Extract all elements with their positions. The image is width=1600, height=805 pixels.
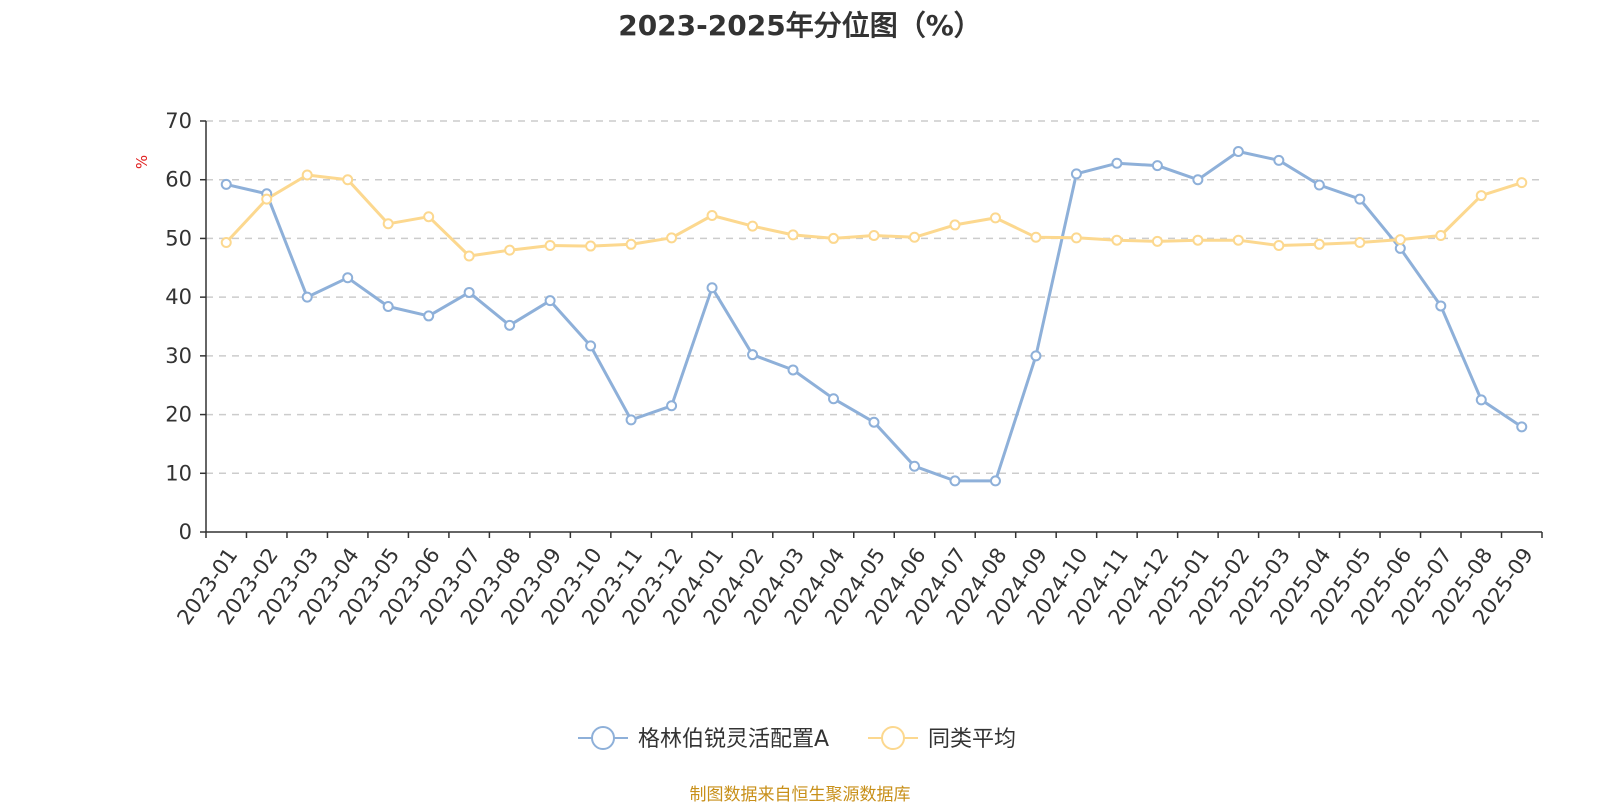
data-point-series-2	[625, 238, 637, 250]
data-point-series-2	[1192, 234, 1204, 246]
data-point-series-2	[1435, 229, 1447, 241]
data-point-series-1	[585, 340, 597, 352]
data-point-series-1	[1070, 168, 1082, 180]
data-point-series-1	[1394, 242, 1406, 254]
data-point-series-1	[1192, 174, 1204, 186]
data-point-series-2	[544, 239, 556, 251]
y-tick-label: 50	[165, 226, 192, 250]
data-point-series-1	[1313, 179, 1325, 191]
data-point-series-1	[1273, 154, 1285, 166]
data-point-series-2	[585, 240, 597, 252]
data-point-series-2	[342, 174, 354, 186]
data-point-series-1	[220, 178, 232, 190]
y-tick-label: 20	[165, 403, 192, 427]
y-tick-label: 30	[165, 344, 192, 368]
legend-swatch-marker	[591, 726, 615, 750]
y-tick-label: 0	[179, 520, 192, 544]
data-point-series-2	[301, 169, 313, 181]
data-point-series-1	[1030, 350, 1042, 362]
data-point-series-1	[625, 414, 637, 426]
data-point-series-2	[989, 212, 1001, 224]
data-point-series-1	[1354, 193, 1366, 205]
data-point-series-1	[828, 393, 840, 405]
data-point-series-2	[666, 232, 678, 244]
chart-title: 2023-2025年分位图（%）	[618, 9, 982, 42]
data-point-series-1	[342, 272, 354, 284]
data-point-series-2	[1273, 239, 1285, 251]
data-point-series-2	[1232, 234, 1244, 246]
data-source-note: 制图数据来自恒生聚源数据库	[689, 785, 911, 805]
legend: 格林伯锐灵活配置A 同类平均	[578, 726, 1016, 752]
data-point-series-1	[1516, 421, 1528, 433]
axes: 010203040506070%2023-012023-022023-03202…	[133, 109, 1543, 629]
data-point-series-1	[1435, 300, 1447, 312]
data-point-series-2	[949, 219, 961, 231]
legend-label: 同类平均	[928, 727, 1016, 752]
series-lines	[220, 146, 1528, 487]
data-point-series-2	[423, 211, 435, 223]
data-point-series-1	[1111, 157, 1123, 169]
data-point-series-2	[1516, 177, 1528, 189]
data-point-series-2	[787, 229, 799, 241]
legend-label: 格林伯锐灵活配置A	[638, 727, 829, 752]
data-point-series-2	[1070, 232, 1082, 244]
data-point-series-1	[949, 475, 961, 487]
data-point-series-1	[382, 301, 394, 313]
data-point-series-2	[463, 250, 475, 262]
data-point-series-2	[747, 220, 759, 232]
data-point-series-2	[1475, 190, 1487, 202]
data-point-series-2	[504, 244, 516, 256]
data-point-series-2	[382, 218, 394, 230]
data-point-series-1	[463, 286, 475, 298]
data-point-series-1	[706, 282, 718, 294]
data-point-series-2	[828, 232, 840, 244]
y-tick-label: 40	[165, 285, 192, 309]
y-tick-label: 70	[165, 109, 192, 133]
y-axis-label: %	[133, 155, 151, 169]
data-point-series-1	[787, 364, 799, 376]
series-line-1	[225, 150, 1523, 483]
data-point-series-1	[666, 400, 678, 412]
legend-swatch-marker	[881, 726, 905, 750]
data-point-series-1	[301, 291, 313, 303]
y-tick-label: 10	[165, 461, 192, 485]
data-point-series-2	[908, 231, 920, 243]
data-point-series-1	[423, 310, 435, 322]
y-tick-label: 60	[165, 168, 192, 192]
data-point-series-2	[868, 229, 880, 241]
data-point-series-2	[706, 210, 718, 222]
data-point-series-1	[1475, 394, 1487, 406]
data-point-series-2	[1313, 238, 1325, 250]
data-point-series-1	[544, 295, 556, 307]
data-point-series-2	[261, 193, 273, 205]
data-point-series-1	[1151, 160, 1163, 172]
data-point-series-1	[989, 475, 1001, 487]
data-point-series-1	[504, 319, 516, 331]
data-point-series-2	[1354, 237, 1366, 249]
data-point-series-1	[1232, 146, 1244, 158]
data-point-series-2	[220, 237, 232, 249]
data-point-series-2	[1394, 234, 1406, 246]
data-point-series-1	[908, 460, 920, 472]
data-point-series-2	[1151, 235, 1163, 247]
data-point-series-2	[1030, 231, 1042, 243]
data-point-series-1	[868, 416, 880, 428]
data-point-series-2	[1111, 234, 1123, 246]
data-point-series-1	[747, 349, 759, 361]
